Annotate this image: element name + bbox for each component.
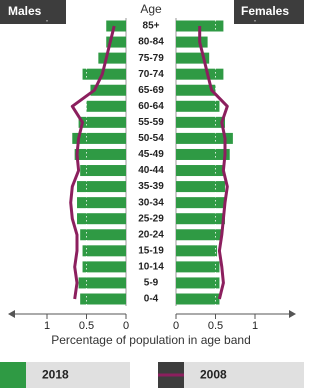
bar	[176, 181, 225, 193]
bar	[176, 277, 220, 289]
legend-label: 2008	[200, 368, 227, 382]
x-tick-label: 1	[44, 320, 50, 332]
age-label: 40-44	[138, 165, 164, 176]
age-label: 0-4	[144, 294, 159, 305]
males-header-box	[0, 0, 66, 24]
females-header-box	[234, 0, 304, 24]
age-label: 60-64	[138, 101, 164, 112]
bar	[82, 261, 126, 273]
age-label: 10-14	[138, 262, 164, 273]
bar	[106, 20, 126, 32]
bar	[176, 36, 208, 48]
bar	[176, 100, 220, 112]
line	[198, 26, 229, 300]
age-label: 20-24	[138, 229, 164, 240]
legend-swatch	[0, 362, 26, 388]
bar	[176, 116, 225, 128]
bar	[80, 293, 126, 305]
x-tick-label: 0	[173, 320, 179, 332]
age-label: 50-54	[138, 133, 164, 144]
bar	[82, 68, 126, 80]
males-header: Males	[8, 4, 42, 18]
bar	[77, 197, 126, 209]
age-label: 15-19	[138, 245, 164, 256]
x-axis-label: Percentage of population in age band	[51, 333, 251, 347]
bar	[77, 213, 126, 225]
bar	[78, 277, 126, 289]
arrow-left	[8, 310, 15, 318]
bar	[176, 84, 216, 96]
legend-label: 2018	[42, 368, 69, 382]
bar	[176, 261, 220, 273]
age-label: 55-59	[138, 117, 164, 128]
x-tick-label: 0	[123, 320, 129, 332]
bar	[72, 132, 126, 144]
bar	[176, 293, 220, 305]
age-label: 45-49	[138, 149, 164, 160]
bar	[106, 36, 126, 48]
bar	[176, 132, 233, 144]
arrow-right	[289, 310, 296, 318]
bar	[86, 100, 126, 112]
bar	[90, 84, 126, 96]
bar	[176, 165, 224, 177]
line	[69, 25, 116, 300]
bar	[176, 197, 225, 209]
bar	[80, 229, 126, 241]
bar	[74, 148, 126, 160]
x-tick-label: 1	[252, 320, 258, 332]
age-label: 70-74	[138, 69, 164, 80]
bar	[77, 181, 126, 193]
age-label: 65-69	[138, 85, 164, 96]
bar	[176, 52, 210, 64]
bar	[176, 213, 225, 225]
age-label: 80-84	[138, 37, 164, 48]
age-label: 25-29	[138, 213, 164, 224]
bar	[98, 52, 126, 64]
bar	[176, 229, 222, 241]
age-label: 85+	[143, 21, 160, 32]
bar	[176, 245, 218, 257]
age-label: 75-79	[138, 53, 164, 64]
x-tick-label: 0.5	[208, 320, 223, 332]
females-header: Females	[241, 4, 289, 18]
bar	[176, 68, 224, 80]
y-axis-label: Age	[140, 2, 162, 16]
age-label: 30-34	[138, 197, 164, 208]
chart: Males Females Age Percentage of populati…	[0, 0, 304, 388]
x-tick-label: 0.5	[79, 320, 94, 332]
age-label: 35-39	[138, 181, 164, 192]
bar	[176, 148, 230, 160]
age-label: 5-9	[144, 278, 159, 289]
bar	[78, 116, 126, 128]
bar	[80, 165, 126, 177]
bar	[82, 245, 126, 257]
